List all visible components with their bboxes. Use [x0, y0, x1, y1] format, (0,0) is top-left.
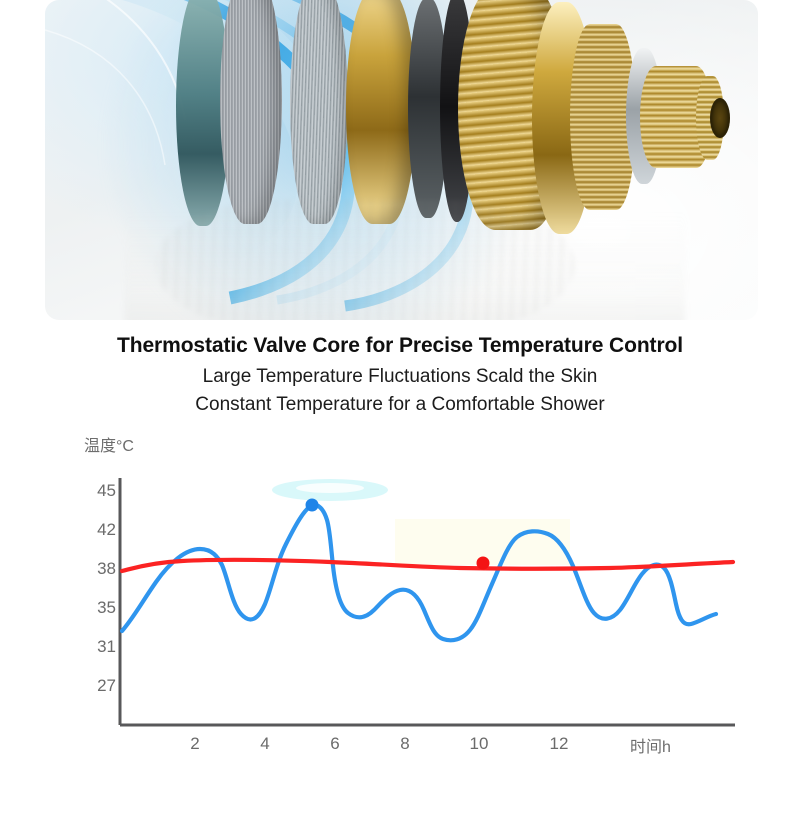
valve-mesh-filter-1	[220, 0, 282, 224]
valve-mesh-filter-2	[290, 0, 348, 224]
temperature-chart: 温度°C 45 42 38 35 31 27 2 4 6 8 10 12 时间h	[0, 424, 800, 774]
series-constant-temperature	[119, 557, 736, 574]
hero-product-image	[45, 0, 758, 320]
peak-marker	[305, 498, 319, 512]
y-axis-title: 温度°C	[84, 438, 134, 455]
y-tick-27: 27	[97, 676, 116, 695]
valve-reflection-rings	[155, 200, 575, 320]
series-fluctuating-temperature	[119, 502, 719, 643]
x-tick-10: 10	[469, 734, 489, 753]
valve-screw-hole	[710, 98, 730, 138]
x-tick-2: 2	[190, 734, 200, 753]
x-tick-6: 6	[330, 734, 340, 753]
x-axis-title: 时间h	[630, 739, 671, 756]
valve-outer-spline	[570, 24, 636, 210]
subtitle-line-2: Constant Temperature for a Comfortable S…	[195, 394, 605, 415]
y-tick-35: 35	[97, 598, 116, 617]
valve-cartridge-illustration	[140, 0, 730, 250]
constant-marker	[476, 556, 490, 570]
page-title: Thermostatic Valve Core for Precise Temp…	[117, 334, 683, 357]
valve-brass-body	[346, 0, 416, 224]
y-tick-45: 45	[97, 481, 116, 500]
y-tick-42: 42	[97, 520, 116, 539]
valve-reflection	[125, 210, 685, 320]
hero-image-inner	[45, 0, 758, 320]
y-tick-31: 31	[97, 637, 116, 656]
x-tick-4: 4	[260, 734, 270, 753]
subtitle-line-1: Large Temperature Fluctuations Scald the…	[202, 366, 598, 387]
x-tick-8: 8	[400, 734, 410, 753]
y-tick-38: 38	[97, 559, 116, 578]
chart-plot-area	[118, 478, 736, 727]
x-tick-12: 12	[549, 734, 569, 753]
